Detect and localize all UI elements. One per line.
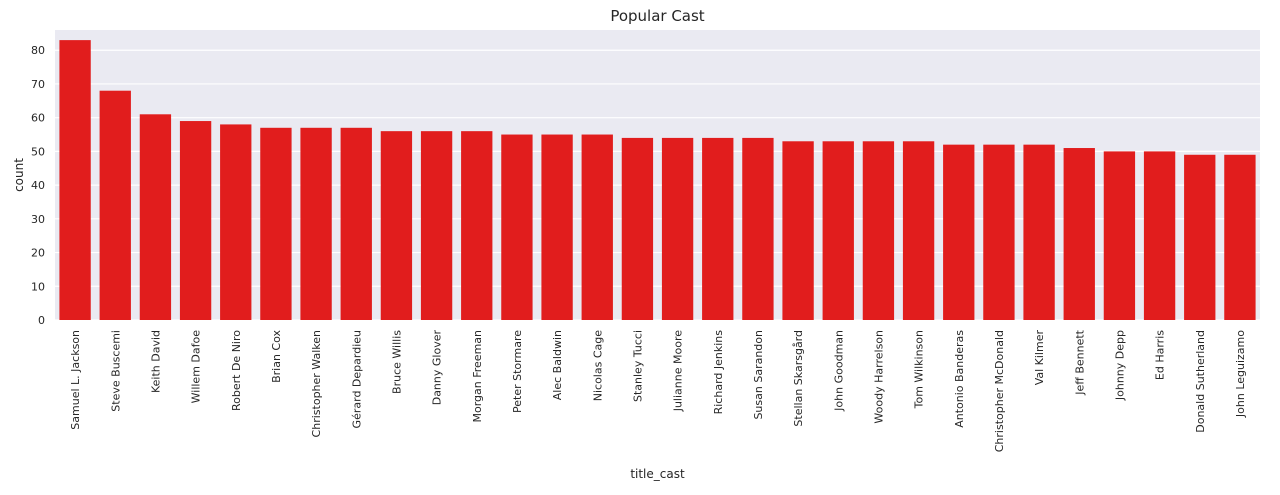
x-tick-label: Julianne Moore (672, 330, 685, 413)
bar (1023, 144, 1055, 320)
bar (1063, 148, 1095, 320)
bar (1143, 151, 1176, 320)
y-tick-label: 30 (31, 213, 45, 226)
x-tick-label: Val Kilmer (1033, 330, 1046, 386)
bar (902, 141, 935, 320)
bar (179, 121, 212, 320)
x-tick-label: John Leguizamo (1234, 330, 1247, 418)
x-tick-label: Tom Wilkinson (913, 330, 926, 409)
bar (260, 127, 292, 320)
bar (983, 144, 1015, 320)
y-axis-ticks: 0 10 20 30 40 50 60 70 80 (31, 44, 45, 327)
x-tick-label: Christopher McDonald (993, 330, 1006, 452)
y-tick-label: 10 (31, 280, 45, 293)
bar (702, 137, 734, 320)
x-tick-label: Stellan Skarsgård (792, 330, 805, 427)
y-tick-label: 70 (31, 78, 45, 91)
gridlines (55, 49, 1260, 321)
bar (822, 141, 854, 320)
bar (501, 134, 533, 320)
bar (621, 137, 654, 320)
x-tick-label: Bruce Willis (390, 330, 403, 394)
x-tick-label: John Goodman (832, 330, 845, 412)
y-tick-label: 60 (31, 112, 45, 125)
x-tick-label: Nicolas Cage (591, 330, 604, 401)
x-tick-label: Gérard Depardieu (350, 330, 363, 428)
bar (340, 127, 372, 320)
bar (220, 124, 252, 320)
chart-title: Popular Cast (610, 7, 704, 25)
x-tick-label: Jeff Bennett (1073, 329, 1086, 395)
x-axis-label: title_cast (630, 467, 685, 481)
bar (782, 141, 814, 320)
x-tick-label: Susan Sarandon (752, 330, 765, 420)
x-tick-label: Alec Baldwin (551, 330, 564, 400)
bar (581, 134, 613, 320)
x-axis-ticks: Samuel L. Jackson Steve Buscemi Keith Davi… (69, 329, 1247, 452)
bar (461, 131, 493, 320)
y-tick-label: 80 (31, 44, 45, 57)
bar (59, 40, 91, 321)
x-tick-label: Samuel L. Jackson (69, 330, 82, 430)
y-tick-label: 20 (31, 247, 45, 260)
y-tick-label: 50 (31, 145, 45, 158)
x-tick-label: Willem Dafoe (190, 330, 203, 404)
y-tick-label: 0 (38, 314, 45, 327)
x-tick-label: Robert De Niro (230, 330, 243, 411)
x-tick-label: Peter Stormare (511, 330, 524, 413)
x-tick-label: Morgan Freeman (471, 330, 484, 423)
bars (59, 40, 1256, 321)
bar (661, 137, 694, 320)
x-tick-label: Christopher Walken (310, 330, 323, 437)
x-tick-label: Danny Glover (431, 330, 444, 406)
bar (380, 131, 413, 320)
x-tick-label: Ed Harris (1154, 330, 1167, 380)
bar (742, 137, 774, 320)
x-tick-label: Antonio Banderas (953, 330, 966, 428)
bar (862, 141, 895, 320)
x-tick-label: Keith David (149, 330, 162, 393)
bar (1103, 151, 1136, 320)
bar (1184, 154, 1216, 320)
bar (139, 114, 172, 320)
x-tick-label: Richard Jenkins (712, 330, 725, 415)
x-tick-label: Steve Buscemi (109, 330, 122, 412)
bar (1224, 154, 1256, 320)
bar (300, 127, 332, 320)
x-tick-label: Woody Harrelson (872, 330, 885, 424)
bar (943, 144, 975, 320)
bar (420, 131, 453, 320)
x-tick-label: Johnny Depp (1113, 330, 1126, 401)
x-tick-label: Donald Sutherland (1194, 330, 1207, 433)
plot-area (55, 30, 1260, 320)
x-tick-label: Stanley Tucci (631, 330, 644, 402)
x-tick-label: Brian Cox (270, 330, 283, 383)
y-tick-label: 40 (31, 179, 45, 192)
bar (99, 90, 131, 320)
y-axis-label: count (12, 158, 26, 192)
bar (541, 134, 573, 320)
